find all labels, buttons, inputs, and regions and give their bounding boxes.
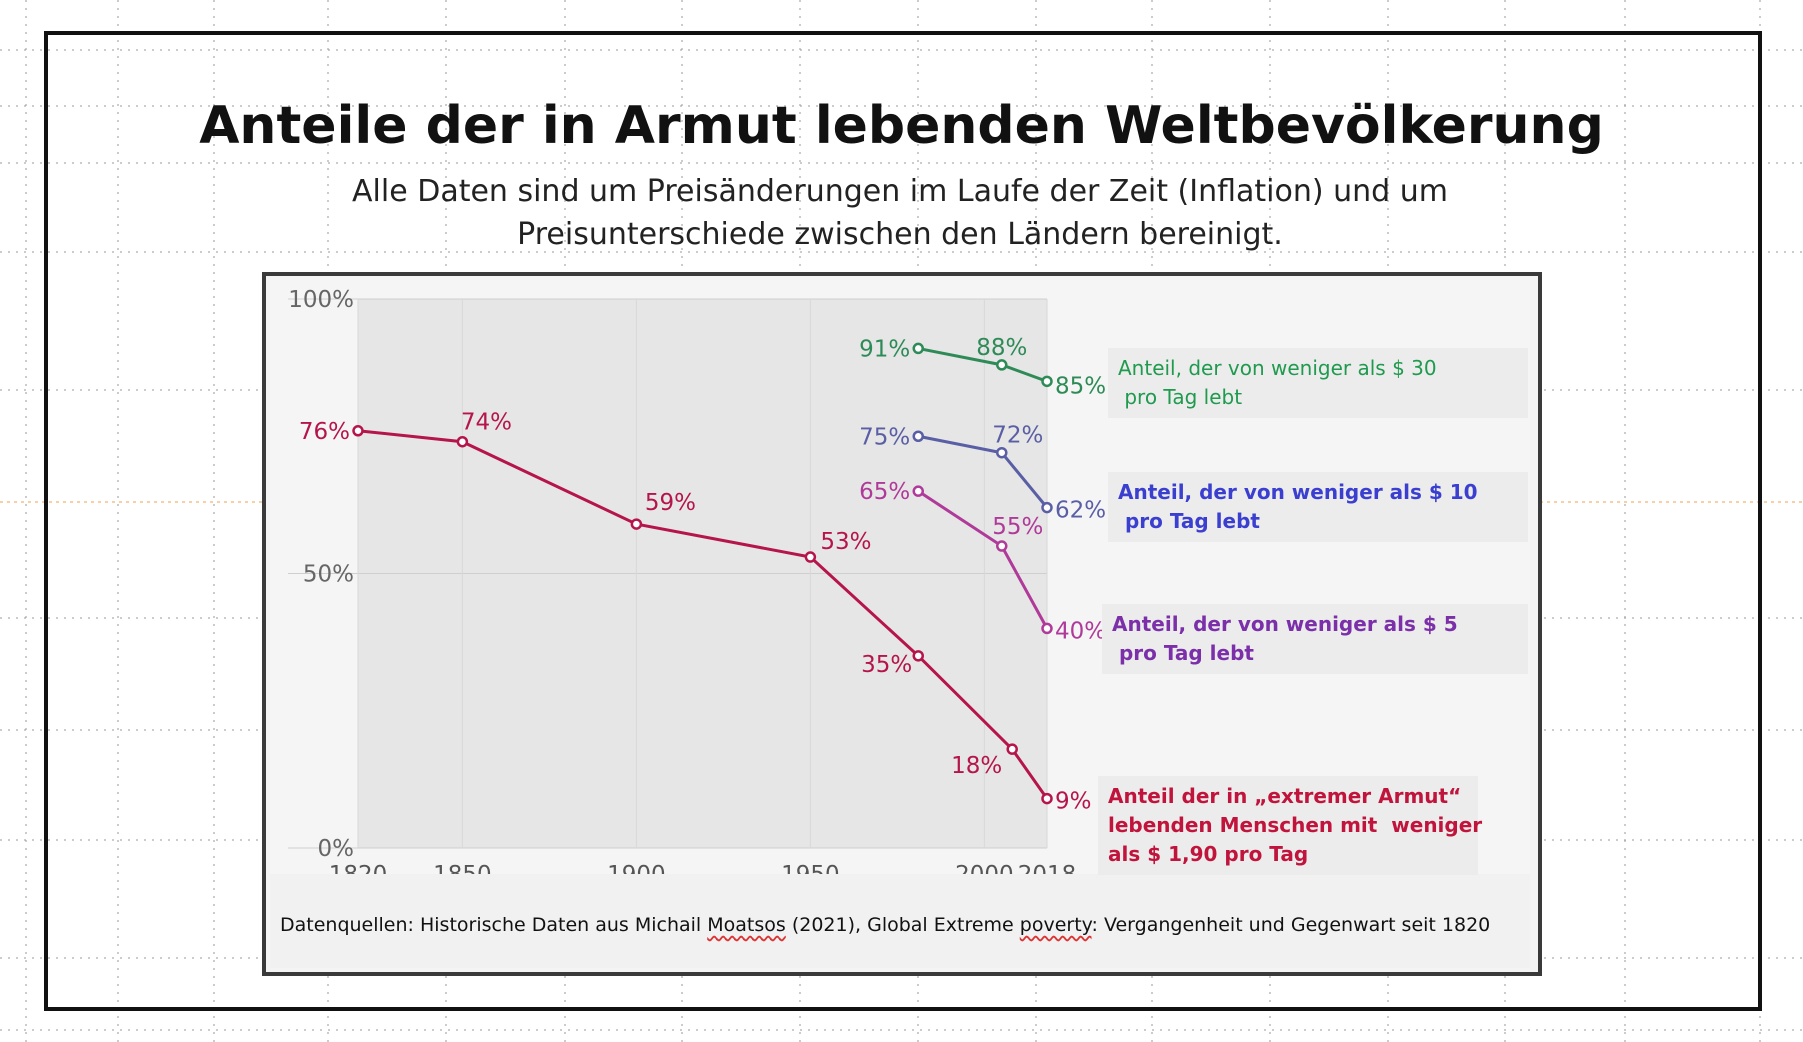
page-subtitle: Alle Daten sind um Preisänderungen im La… — [352, 174, 1448, 252]
faint-background-text — [282, 898, 1522, 910]
data-label: 53% — [820, 529, 871, 555]
data-point — [912, 342, 924, 355]
data-point — [996, 446, 1008, 459]
legend-extreme-line2: lebenden Menschen mit weniger — [1108, 813, 1483, 837]
data-label: 76% — [299, 419, 350, 445]
data-point — [804, 551, 817, 563]
data-point — [912, 485, 924, 497]
page-title: Anteile der in Armut lebenden Weltbevölk… — [199, 96, 1604, 156]
data-label: 62% — [1055, 498, 1106, 524]
data-label: 59% — [645, 490, 696, 516]
legend-5-dollar: Anteil, der von weniger als $ 5 pro Tag … — [1102, 604, 1528, 674]
legend-5-line2: pro Tag lebt — [1112, 641, 1254, 665]
data-point — [1006, 743, 1018, 755]
legend-10-line1: Anteil, der von weniger als $ 10 — [1118, 480, 1478, 504]
legend-extreme-line1: Anteil der in „extremer Armut“ — [1108, 784, 1462, 808]
legend-5-line1: Anteil, der von weniger als $ 5 — [1112, 612, 1458, 636]
legend-30-line1: Anteil, der von weniger als $ 30 — [1118, 356, 1437, 380]
data-label: 75% — [859, 424, 910, 450]
data-point — [352, 425, 364, 437]
data-label: 88% — [976, 335, 1027, 361]
data-label: 74% — [461, 410, 512, 436]
data-point — [996, 540, 1008, 552]
source-mid: (2021), Global Extreme — [785, 914, 1020, 936]
source-poverty: poverty — [1019, 914, 1092, 936]
data-label: 65% — [859, 479, 910, 505]
legend-10-dollar: Anteil, der von weniger als $ 10 pro Tag… — [1108, 472, 1528, 542]
data-label: 35% — [861, 652, 912, 678]
legend-extreme-line3: als $ 1,90 pro Tag — [1108, 842, 1309, 866]
data-point — [1041, 792, 1053, 805]
data-point — [912, 650, 924, 662]
y-tick-label: 0% — [318, 836, 355, 862]
data-point — [912, 430, 924, 442]
data-point — [630, 518, 643, 530]
source-strip — [270, 874, 1530, 968]
data-label: 55% — [992, 514, 1043, 540]
source-suffix: : Vergangenheit und Gegenwart seit 1820 — [1091, 914, 1491, 936]
source-prefix: Datenquellen: Historische Daten aus Mich… — [280, 914, 708, 936]
data-point — [1041, 375, 1053, 388]
data-point — [996, 359, 1008, 371]
source-note: Datenquellen: Historische Daten aus Mich… — [280, 914, 1490, 936]
data-label: 18% — [951, 753, 1002, 779]
source-author: Moatsos — [707, 914, 786, 936]
data-point — [1041, 622, 1053, 635]
data-label: 40% — [1055, 618, 1106, 644]
data-label: 91% — [859, 336, 910, 362]
data-label: 9% — [1055, 789, 1092, 815]
data-label: 85% — [1055, 373, 1106, 399]
data-point — [1041, 501, 1053, 514]
legend-30-line2: pro Tag lebt — [1118, 385, 1243, 409]
data-point — [456, 435, 469, 448]
legend-30-dollar: Anteil, der von weniger als $ 30 pro Tag… — [1108, 348, 1528, 418]
data-label: 72% — [992, 423, 1043, 449]
legend-10-line2: pro Tag lebt — [1118, 509, 1260, 533]
y-tick-label: 100% — [288, 287, 354, 313]
slide-frame — [44, 31, 1762, 1011]
legend-extreme-poverty: Anteil der in „extremer Armut“ lebenden … — [1098, 776, 1483, 875]
y-tick-label: 50% — [303, 562, 354, 588]
